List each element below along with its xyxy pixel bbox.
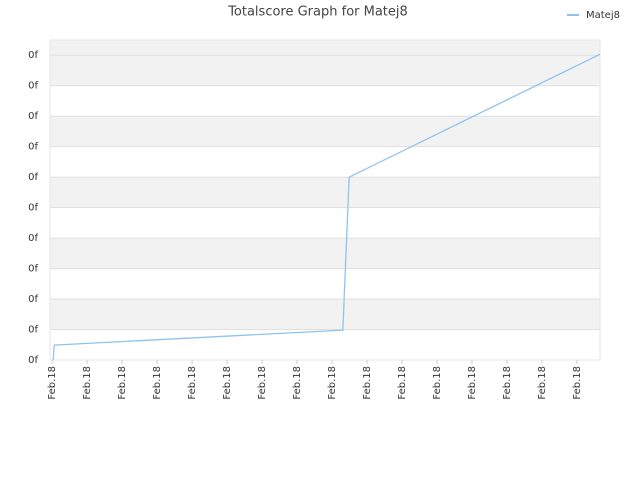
y-tick-label: 0f xyxy=(28,264,38,275)
x-tick-label: Feb.18 xyxy=(187,366,198,400)
x-tick-label: Feb.18 xyxy=(117,366,128,400)
y-tick-label: 0f xyxy=(28,81,38,92)
grid-band xyxy=(50,146,600,178)
x-tick-label: Feb.18 xyxy=(47,366,58,400)
x-tick-label: Feb.18 xyxy=(432,366,443,400)
plot-border xyxy=(49,39,601,361)
grid-band xyxy=(50,268,600,300)
y-tick-label: 0f xyxy=(28,203,38,214)
grid-band xyxy=(50,85,600,117)
chart-title: Totalscore Graph for Matej8 xyxy=(227,5,408,20)
y-tick-label: 0f xyxy=(28,142,38,153)
legend-label: Matej8 xyxy=(586,10,620,21)
y-tick-label: 0f xyxy=(28,233,38,244)
series-line xyxy=(52,53,601,361)
x-tick-label: Feb.18 xyxy=(537,366,548,400)
x-tick-label: Feb.18 xyxy=(327,366,338,400)
y-tick-label: 0f xyxy=(28,172,38,183)
x-tick-label: Feb.18 xyxy=(467,366,478,400)
y-tick-label: 0f xyxy=(28,325,38,336)
x-tick-label: Feb.18 xyxy=(257,366,268,400)
x-tick-label: Feb.18 xyxy=(82,366,93,400)
x-tick-label: Feb.18 xyxy=(397,366,408,400)
x-tick-label: Feb.18 xyxy=(502,366,513,400)
x-tick-label: Feb.18 xyxy=(362,366,373,400)
grid-band xyxy=(50,207,600,239)
x-tick-label: Feb.18 xyxy=(572,366,583,400)
y-tick-label: 0f xyxy=(28,50,38,61)
x-tick-label: Feb.18 xyxy=(292,366,303,400)
y-tick-label: 0f xyxy=(28,111,38,122)
y-tick-label: 0f xyxy=(28,355,38,366)
x-tick-label: Feb.18 xyxy=(222,366,233,400)
grid-band xyxy=(50,329,600,360)
x-tick-label: Feb.18 xyxy=(152,366,163,400)
y-tick-label: 0f xyxy=(28,294,38,305)
